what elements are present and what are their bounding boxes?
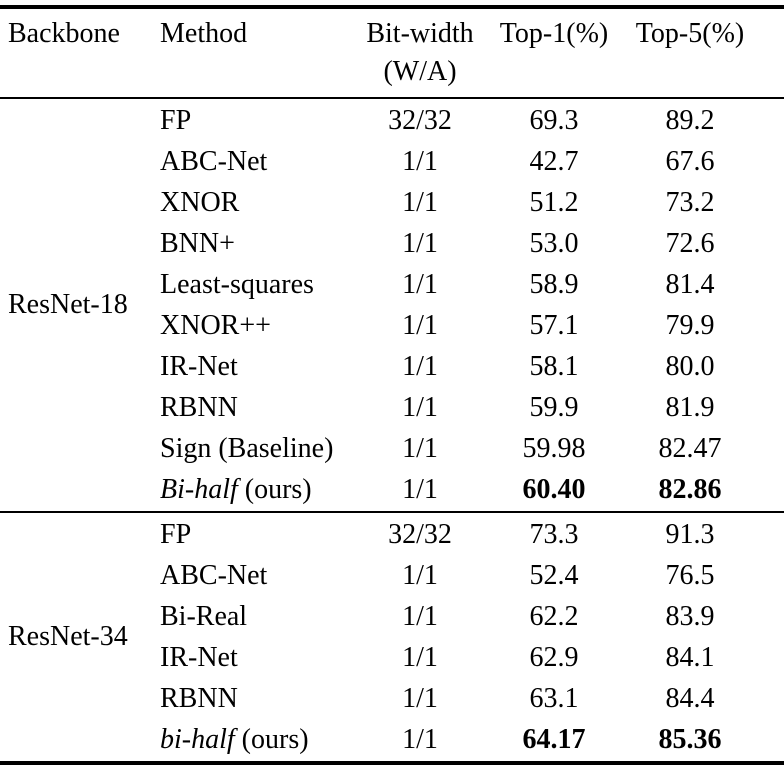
bitwidth-cell: 1/1: [402, 682, 438, 714]
method-cell: XNOR: [160, 186, 240, 218]
backbone-label: ResNet-18: [8, 289, 128, 320]
header-backbone: Backbone: [8, 18, 120, 49]
top5-cell: 67.6: [665, 145, 715, 177]
header-top5: Top-5(%): [635, 18, 745, 49]
top1-cell: 59.98: [522, 432, 586, 464]
method-cell: Bi-half (ours): [152, 474, 360, 506]
bitwidth-cell: 1/1: [402, 227, 438, 259]
bitwidth-cell: 1/1: [402, 432, 438, 464]
top5-cell: 84.4: [665, 682, 715, 714]
section-rows: FP 32/32 69.3 89.2 ABC-Net 1/1 42.7 67.6…: [152, 99, 752, 511]
bitwidth-cell: 1/1: [402, 600, 438, 632]
bitwidth-cell: 1/1: [402, 473, 438, 505]
bitwidth-cell: 1/1: [402, 145, 438, 177]
method-cell: BNN+: [160, 227, 235, 259]
top5-cell: 73.2: [665, 186, 715, 218]
table-row: IR-Net 1/1 58.1 80.0: [152, 346, 752, 387]
table-row: FP 32/32 69.3 89.2: [152, 100, 752, 141]
table-row: RBNN 1/1 63.1 84.4: [152, 678, 752, 719]
table-row: BNN+ 1/1 53.0 72.6: [152, 223, 752, 264]
top5-cell: 89.2: [665, 104, 715, 136]
method-name-italic: bi-half: [160, 723, 235, 755]
header-method: Method: [160, 18, 248, 49]
top5-cell: 72.6: [665, 227, 715, 259]
method-cell: XNOR++: [160, 309, 271, 341]
table-row-ours: bi-half (ours) 1/1 64.17 85.36: [152, 719, 752, 760]
table-row: Bi-Real 1/1 62.2 83.9: [152, 596, 752, 637]
top1-cell: 53.0: [529, 227, 579, 259]
table-row: RBNN 1/1 59.9 81.9: [152, 387, 752, 428]
method-ours-suffix: (ours): [234, 723, 309, 755]
bitwidth-cell: 1/1: [402, 186, 438, 218]
top1-cell: 73.3: [529, 518, 579, 550]
method-cell: ABC-Net: [160, 559, 268, 591]
bitwidth-cell: 32/32: [388, 518, 452, 550]
table-row: FP 32/32 73.3 91.3: [152, 514, 752, 555]
table-header-row: Backbone Method Bit-width (W/A) Top-1(%)…: [0, 9, 784, 99]
top5-cell: 91.3: [665, 518, 715, 550]
top1-cell: 59.9: [529, 391, 579, 423]
top1-cell: 63.1: [529, 682, 579, 714]
top1-cell: 42.7: [529, 145, 579, 177]
top1-cell: 51.2: [529, 186, 579, 218]
table-row: XNOR 1/1 51.2 73.2: [152, 182, 752, 223]
top5-cell: 81.9: [665, 391, 715, 423]
top5-cell: 83.9: [665, 600, 715, 632]
bitwidth-cell: 1/1: [402, 391, 438, 423]
bitwidth-cell: 1/1: [402, 268, 438, 300]
top1-cell: 60.40: [522, 473, 586, 505]
table-row: IR-Net 1/1 62.9 84.1: [152, 637, 752, 678]
bitwidth-cell: 1/1: [402, 309, 438, 341]
top1-cell: 62.9: [529, 641, 579, 673]
table-row: Least-squares 1/1 58.9 81.4: [152, 264, 752, 305]
top1-cell: 57.1: [529, 309, 579, 341]
top5-cell: 84.1: [665, 641, 715, 673]
bitwidth-cell: 1/1: [402, 641, 438, 673]
top1-cell: 58.9: [529, 268, 579, 300]
method-cell: Bi-Real: [160, 600, 248, 632]
results-table: Backbone Method Bit-width (W/A) Top-1(%)…: [0, 5, 784, 765]
top5-cell: 82.86: [658, 473, 722, 505]
top5-cell: 81.4: [665, 268, 715, 300]
table-row: XNOR++ 1/1 57.1 79.9: [152, 305, 752, 346]
method-name-italic: Bi-half: [160, 473, 238, 505]
header-bitwidth-line1: Bit-width: [366, 18, 474, 49]
method-cell: FP: [160, 518, 192, 550]
bitwidth-cell: 1/1: [402, 723, 438, 755]
method-cell: RBNN: [160, 682, 238, 714]
top5-cell: 82.47: [658, 432, 722, 464]
method-cell: bi-half (ours): [152, 724, 360, 756]
top1-cell: 62.2: [529, 600, 579, 632]
method-ours-suffix: (ours): [237, 473, 312, 505]
section-resnet34: ResNet-34 FP 32/32 73.3 91.3 ABC-Net 1/1…: [0, 511, 784, 761]
table-row: ABC-Net 1/1 42.7 67.6: [152, 141, 752, 182]
table-row: ABC-Net 1/1 52.4 76.5: [152, 555, 752, 596]
bitwidth-cell: 1/1: [402, 350, 438, 382]
header-top1: Top-1(%): [499, 18, 609, 49]
top5-cell: 76.5: [665, 559, 715, 591]
method-cell: Least-squares: [160, 268, 314, 300]
header-bitwidth: Bit-width (W/A): [360, 15, 480, 91]
top5-cell: 79.9: [665, 309, 715, 341]
method-cell: IR-Net: [160, 350, 238, 382]
table-row: Sign (Baseline) 1/1 59.98 82.47: [152, 428, 752, 469]
top1-cell: 64.17: [522, 723, 586, 755]
bitwidth-cell: 32/32: [388, 104, 452, 136]
top5-cell: 85.36: [658, 723, 722, 755]
header-bitwidth-line2: (W/A): [383, 56, 457, 87]
top5-cell: 80.0: [665, 350, 715, 382]
top1-cell: 58.1: [529, 350, 579, 382]
method-cell: IR-Net: [160, 641, 238, 673]
section-resnet18: ResNet-18 FP 32/32 69.3 89.2 ABC-Net 1/1…: [0, 99, 784, 511]
method-cell: RBNN: [160, 391, 238, 423]
method-cell: ABC-Net: [160, 145, 268, 177]
top1-cell: 52.4: [529, 559, 579, 591]
top1-cell: 69.3: [529, 104, 579, 136]
table-row-ours: Bi-half (ours) 1/1 60.40 82.86: [152, 469, 752, 510]
backbone-label: ResNet-34: [8, 621, 128, 652]
section-rows: FP 32/32 73.3 91.3 ABC-Net 1/1 52.4 76.5…: [152, 513, 752, 761]
method-cell: FP: [160, 104, 192, 136]
bitwidth-cell: 1/1: [402, 559, 438, 591]
method-cell: Sign (Baseline): [160, 432, 334, 464]
